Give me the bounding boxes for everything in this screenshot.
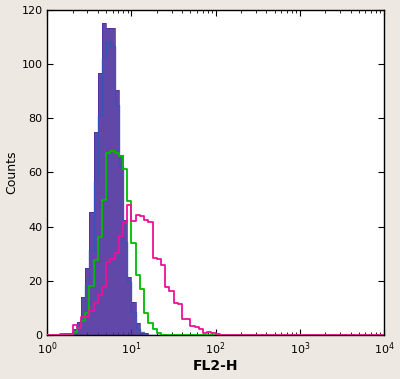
Polygon shape: [47, 23, 384, 335]
Y-axis label: Counts: Counts: [6, 150, 18, 194]
X-axis label: FL2-H: FL2-H: [193, 359, 238, 373]
